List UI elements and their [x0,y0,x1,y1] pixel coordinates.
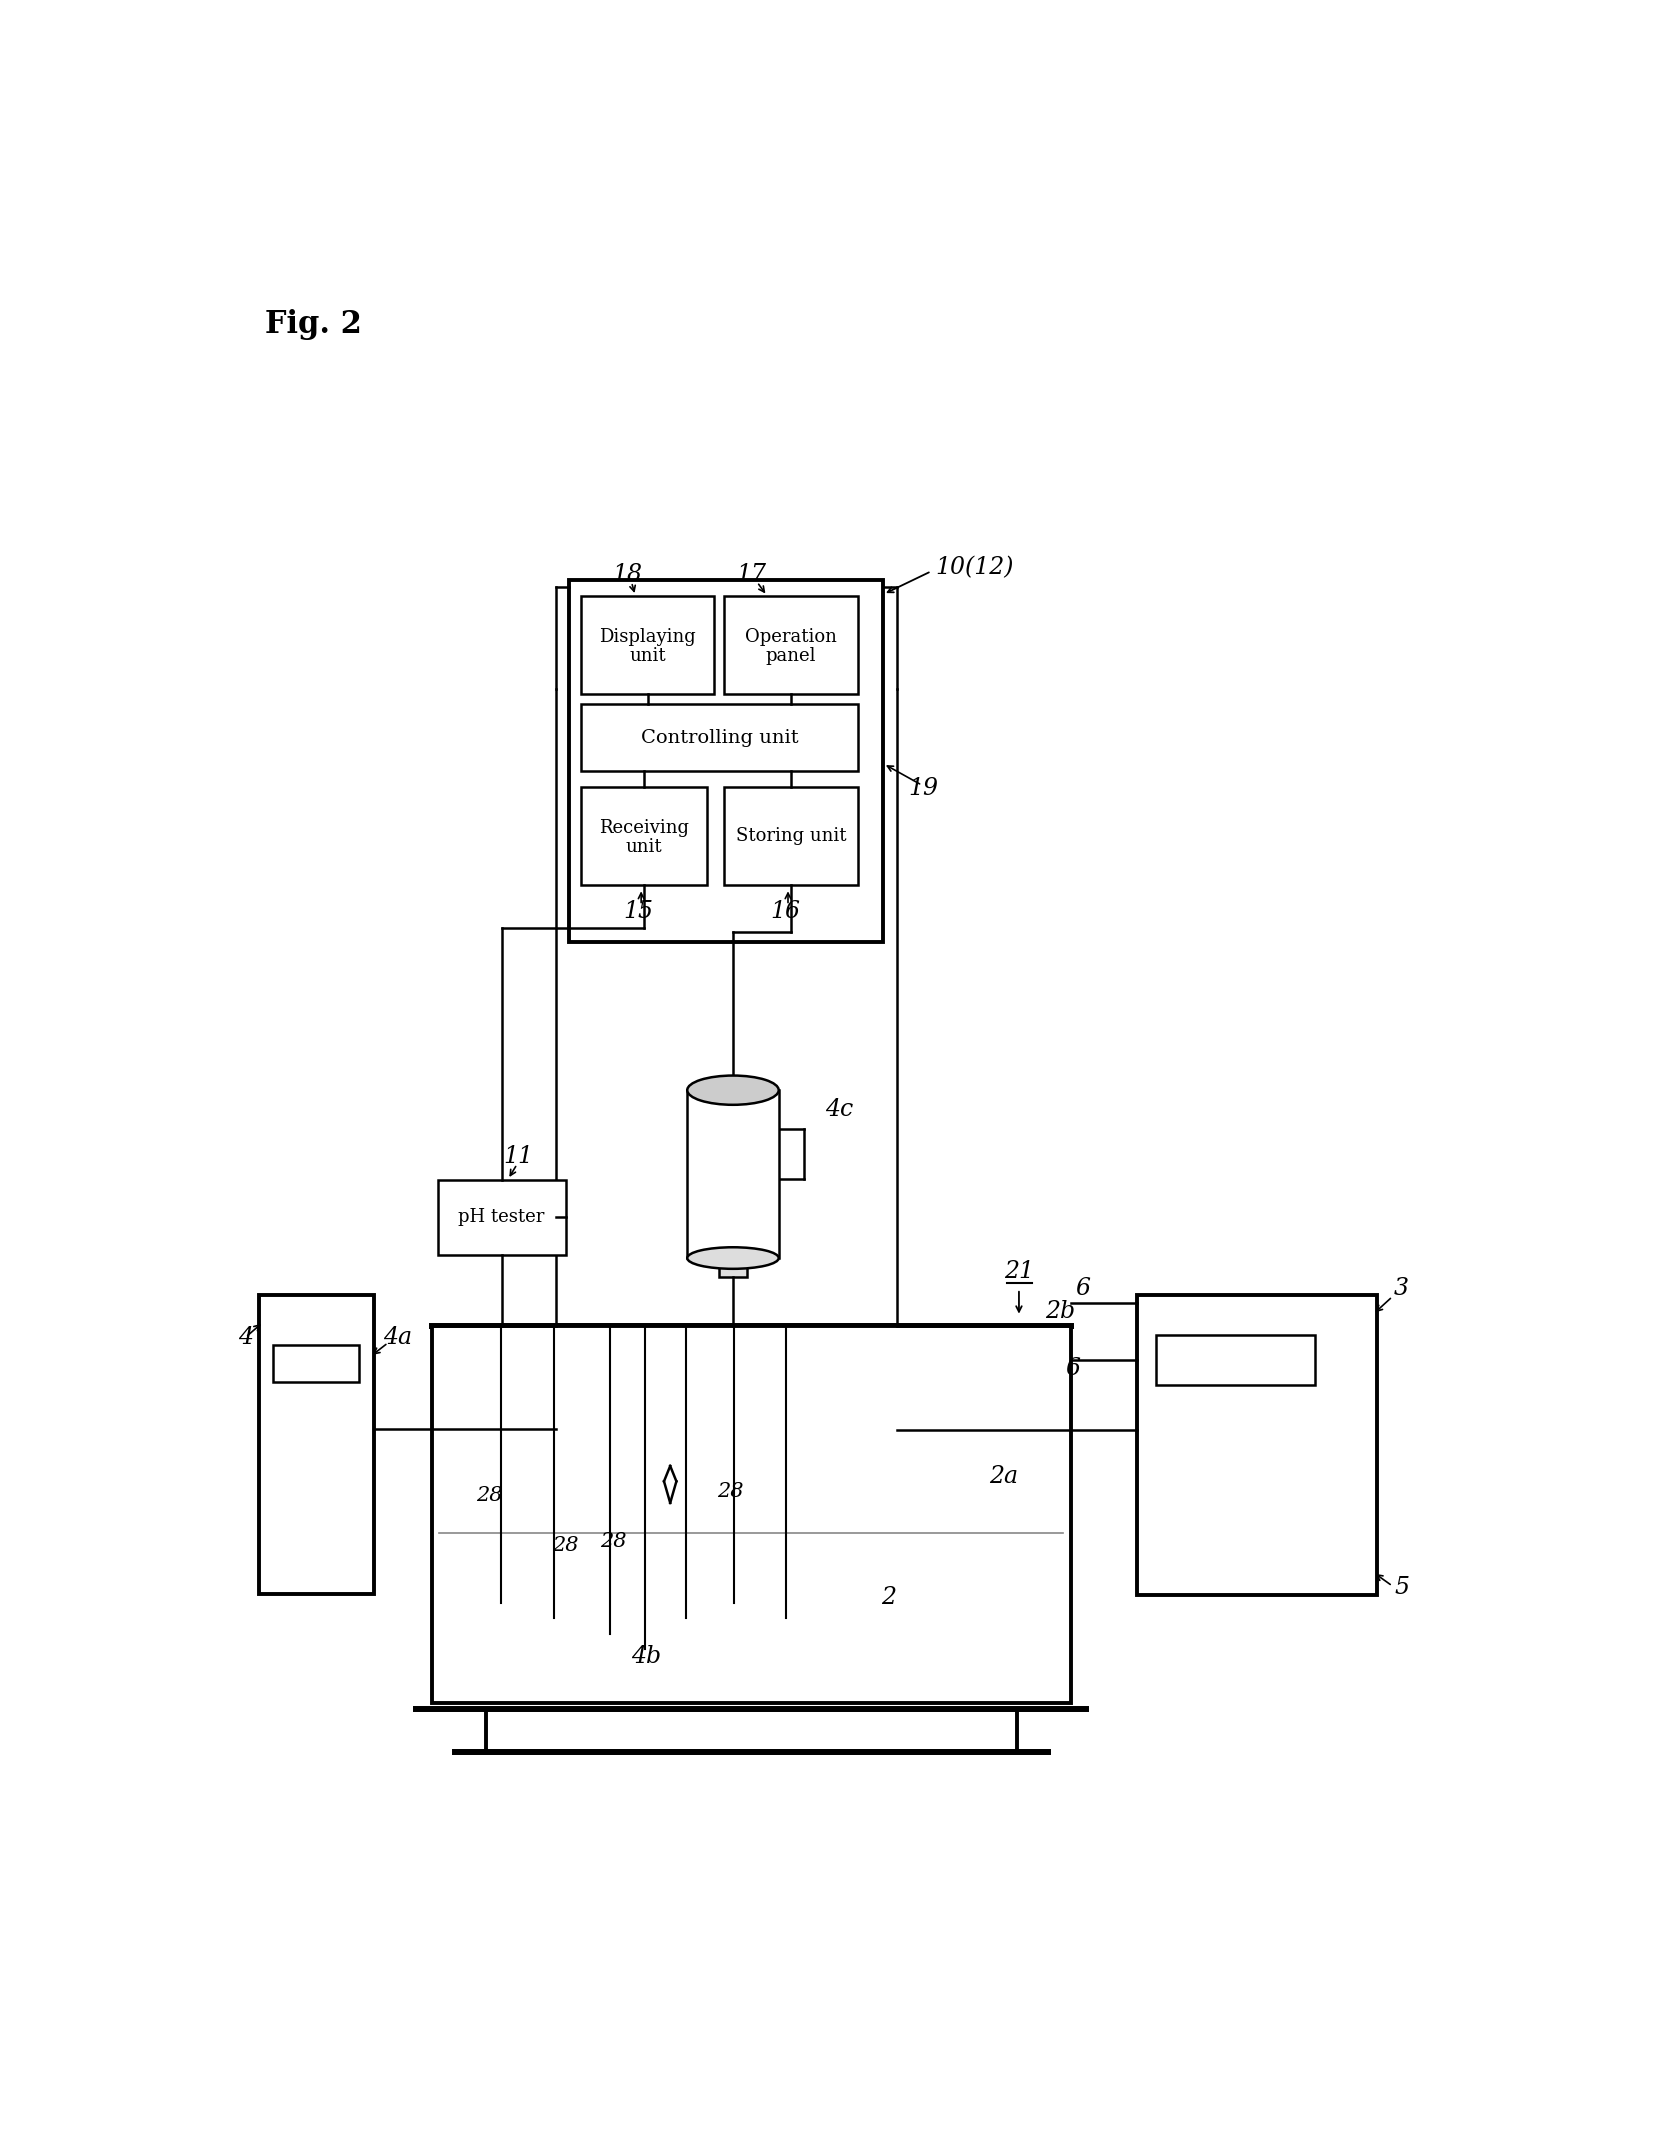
Text: 4: 4 [238,1326,253,1349]
Text: panel: panel [766,647,817,664]
Text: Displaying: Displaying [599,628,696,647]
Text: 11: 11 [504,1146,534,1167]
Bar [1136,1296,1378,1596]
Text: 2a: 2a [989,1465,1019,1489]
Bar [688,1090,779,1257]
Ellipse shape [688,1247,779,1268]
Text: 5: 5 [1394,1577,1409,1600]
Ellipse shape [688,1075,779,1105]
Text: 15: 15 [624,900,653,923]
Bar [432,1326,1070,1703]
Text: 18: 18 [612,563,642,585]
Text: pH tester: pH tester [458,1208,544,1225]
Bar [719,1255,748,1277]
Text: Fig. 2: Fig. 2 [265,308,362,341]
Bar [724,595,858,694]
Text: unit: unit [625,838,663,857]
Bar [581,703,858,771]
Text: 4c: 4c [825,1099,853,1120]
Text: Operation: Operation [746,628,837,647]
Bar [724,786,858,885]
Text: Receiving: Receiving [599,820,690,838]
Bar [581,595,715,694]
Bar [569,580,883,942]
Text: 19: 19 [908,778,938,799]
Text: unit: unit [630,647,667,664]
Text: 21: 21 [1004,1259,1034,1283]
Text: 16: 16 [769,900,801,923]
Text: 28: 28 [552,1536,579,1555]
Bar [581,786,708,885]
Text: 4a: 4a [384,1326,412,1349]
Text: 10(12): 10(12) [935,557,1014,578]
Text: 2: 2 [882,1585,896,1609]
Bar [1156,1334,1315,1386]
Text: 6: 6 [1075,1277,1090,1300]
Text: 28: 28 [600,1532,627,1551]
Bar [273,1345,359,1382]
Text: 17: 17 [736,563,766,585]
Text: 28: 28 [476,1487,503,1504]
Bar [438,1180,566,1255]
Text: 3: 3 [1394,1277,1409,1300]
Text: 28: 28 [716,1482,743,1502]
Text: Controlling unit: Controlling unit [640,728,799,748]
Text: 4b: 4b [632,1645,662,1669]
Bar [688,1090,779,1257]
Text: 2b: 2b [1045,1300,1075,1324]
Bar [260,1296,374,1594]
Text: 6: 6 [1065,1356,1080,1379]
Text: Storing unit: Storing unit [736,827,847,846]
